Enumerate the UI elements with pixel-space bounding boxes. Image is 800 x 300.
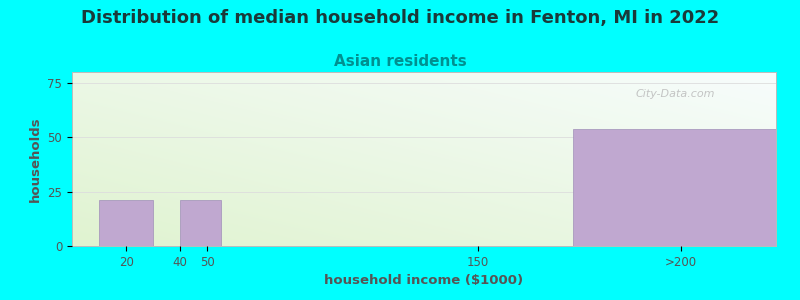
Bar (99, 200, 154, 246)
Y-axis label: households: households (29, 116, 42, 202)
Text: Distribution of median household income in Fenton, MI in 2022: Distribution of median household income … (81, 9, 719, 27)
Text: City-Data.com: City-Data.com (635, 89, 714, 99)
Bar (180, 200, 221, 246)
X-axis label: household income ($1000): household income ($1000) (325, 274, 523, 287)
Bar (573, 128, 776, 246)
Text: Asian residents: Asian residents (334, 54, 466, 69)
